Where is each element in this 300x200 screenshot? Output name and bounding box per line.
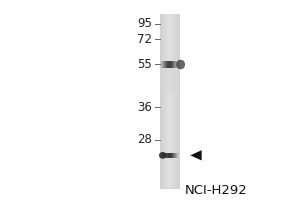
- Bar: [177, 14, 178, 188]
- Ellipse shape: [159, 152, 166, 159]
- Bar: [176, 14, 177, 188]
- Bar: [170, 14, 171, 188]
- Bar: [168, 14, 169, 188]
- Text: 36: 36: [137, 101, 152, 114]
- Text: 95: 95: [137, 17, 152, 30]
- Text: NCI-H292: NCI-H292: [184, 184, 247, 197]
- Bar: [169, 14, 170, 188]
- Bar: [160, 14, 179, 188]
- Ellipse shape: [176, 60, 185, 69]
- Bar: [175, 14, 176, 188]
- Bar: [161, 14, 162, 188]
- Bar: [164, 14, 165, 188]
- Polygon shape: [190, 150, 202, 160]
- Bar: [165, 14, 166, 188]
- Bar: [162, 14, 163, 188]
- Bar: [160, 68, 179, 91]
- Bar: [163, 14, 164, 188]
- Text: 28: 28: [137, 133, 152, 146]
- Bar: [178, 14, 179, 188]
- Bar: [166, 14, 167, 188]
- Bar: [167, 14, 168, 188]
- Bar: [174, 14, 175, 188]
- Bar: [171, 14, 172, 188]
- Text: 55: 55: [137, 58, 152, 71]
- Text: 72: 72: [137, 33, 152, 46]
- Bar: [160, 14, 161, 188]
- Bar: [160, 14, 161, 188]
- Bar: [172, 14, 173, 188]
- Bar: [173, 14, 174, 188]
